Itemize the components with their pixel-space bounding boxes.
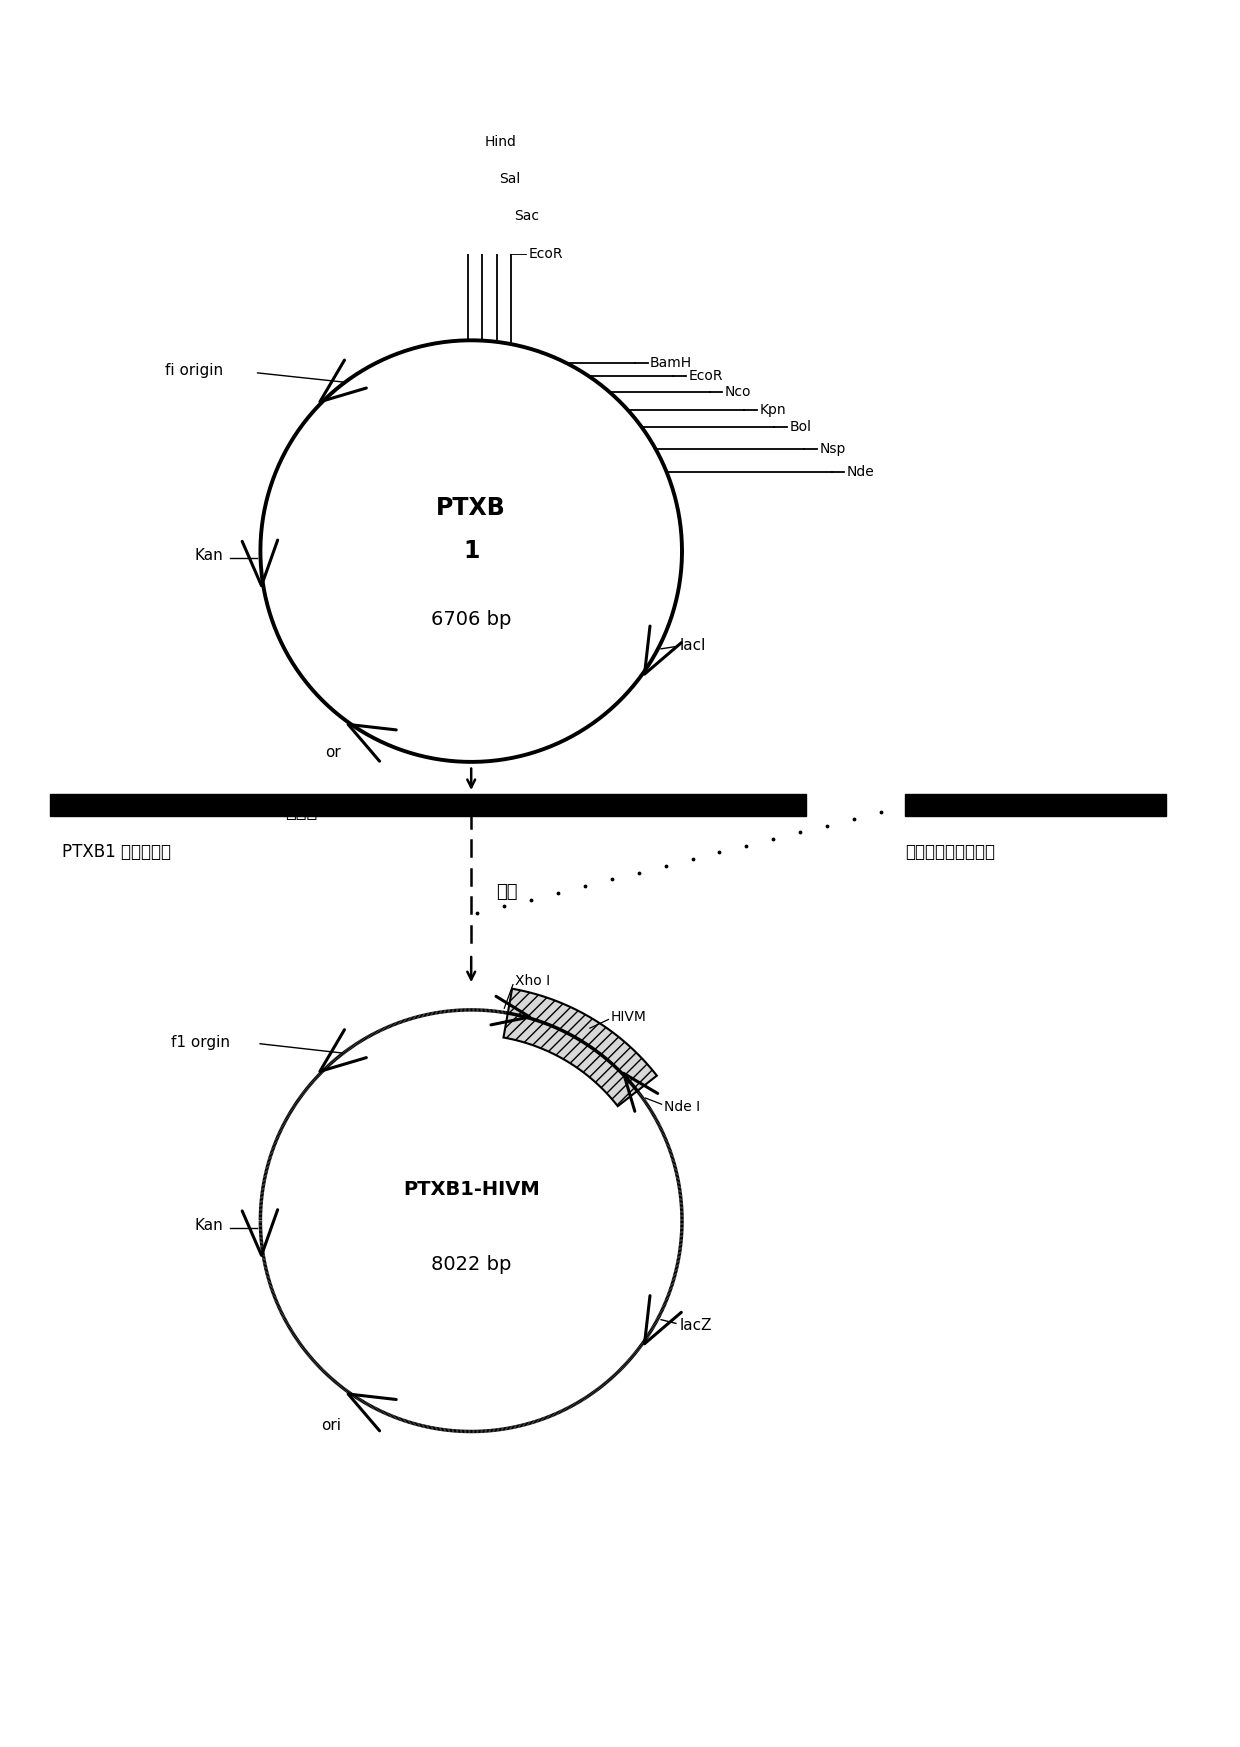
Text: ori: ori (321, 1419, 341, 1433)
Text: Nde: Nde (847, 465, 874, 479)
Text: BamH: BamH (650, 356, 692, 370)
Text: PTXB1 双酶切片段: PTXB1 双酶切片段 (62, 844, 171, 861)
Text: 6706 bp: 6706 bp (432, 610, 511, 629)
Bar (50, 795, 806, 816)
Text: 8022 bp: 8022 bp (432, 1254, 511, 1274)
Text: Nsp: Nsp (820, 442, 846, 456)
Text: Bol: Bol (790, 421, 811, 435)
Polygon shape (503, 989, 657, 1106)
Text: 连接: 连接 (496, 882, 517, 901)
Text: f1 orgin: f1 orgin (171, 1034, 229, 1050)
Text: lacl: lacl (680, 638, 706, 653)
Text: or: or (325, 744, 341, 760)
Text: Xho I: Xho I (516, 973, 551, 989)
Text: Kan: Kan (195, 1218, 223, 1233)
Text: 1: 1 (463, 540, 480, 563)
Text: Sal: Sal (500, 173, 521, 187)
Text: fi origin: fi origin (165, 363, 223, 377)
Text: HIVM: HIVM (611, 1010, 647, 1024)
Text: PTXB: PTXB (436, 496, 506, 519)
Text: Hind: Hind (485, 135, 517, 148)
Text: lacZ: lacZ (680, 1319, 712, 1333)
Text: Nde I: Nde I (665, 1099, 701, 1115)
Text: Kpn: Kpn (759, 404, 786, 418)
Text: PTXB1-HIVM: PTXB1-HIVM (403, 1181, 539, 1198)
Bar (905, 795, 1166, 816)
Text: Nco: Nco (725, 384, 751, 398)
Text: Kan: Kan (195, 549, 223, 564)
Text: EcoR: EcoR (528, 246, 563, 260)
Text: 双酶切: 双酶切 (285, 802, 317, 821)
Text: EcoR: EcoR (688, 369, 723, 383)
Text: 融合基因双酵切片断: 融合基因双酵切片断 (905, 844, 996, 861)
Text: Sac: Sac (515, 210, 539, 224)
